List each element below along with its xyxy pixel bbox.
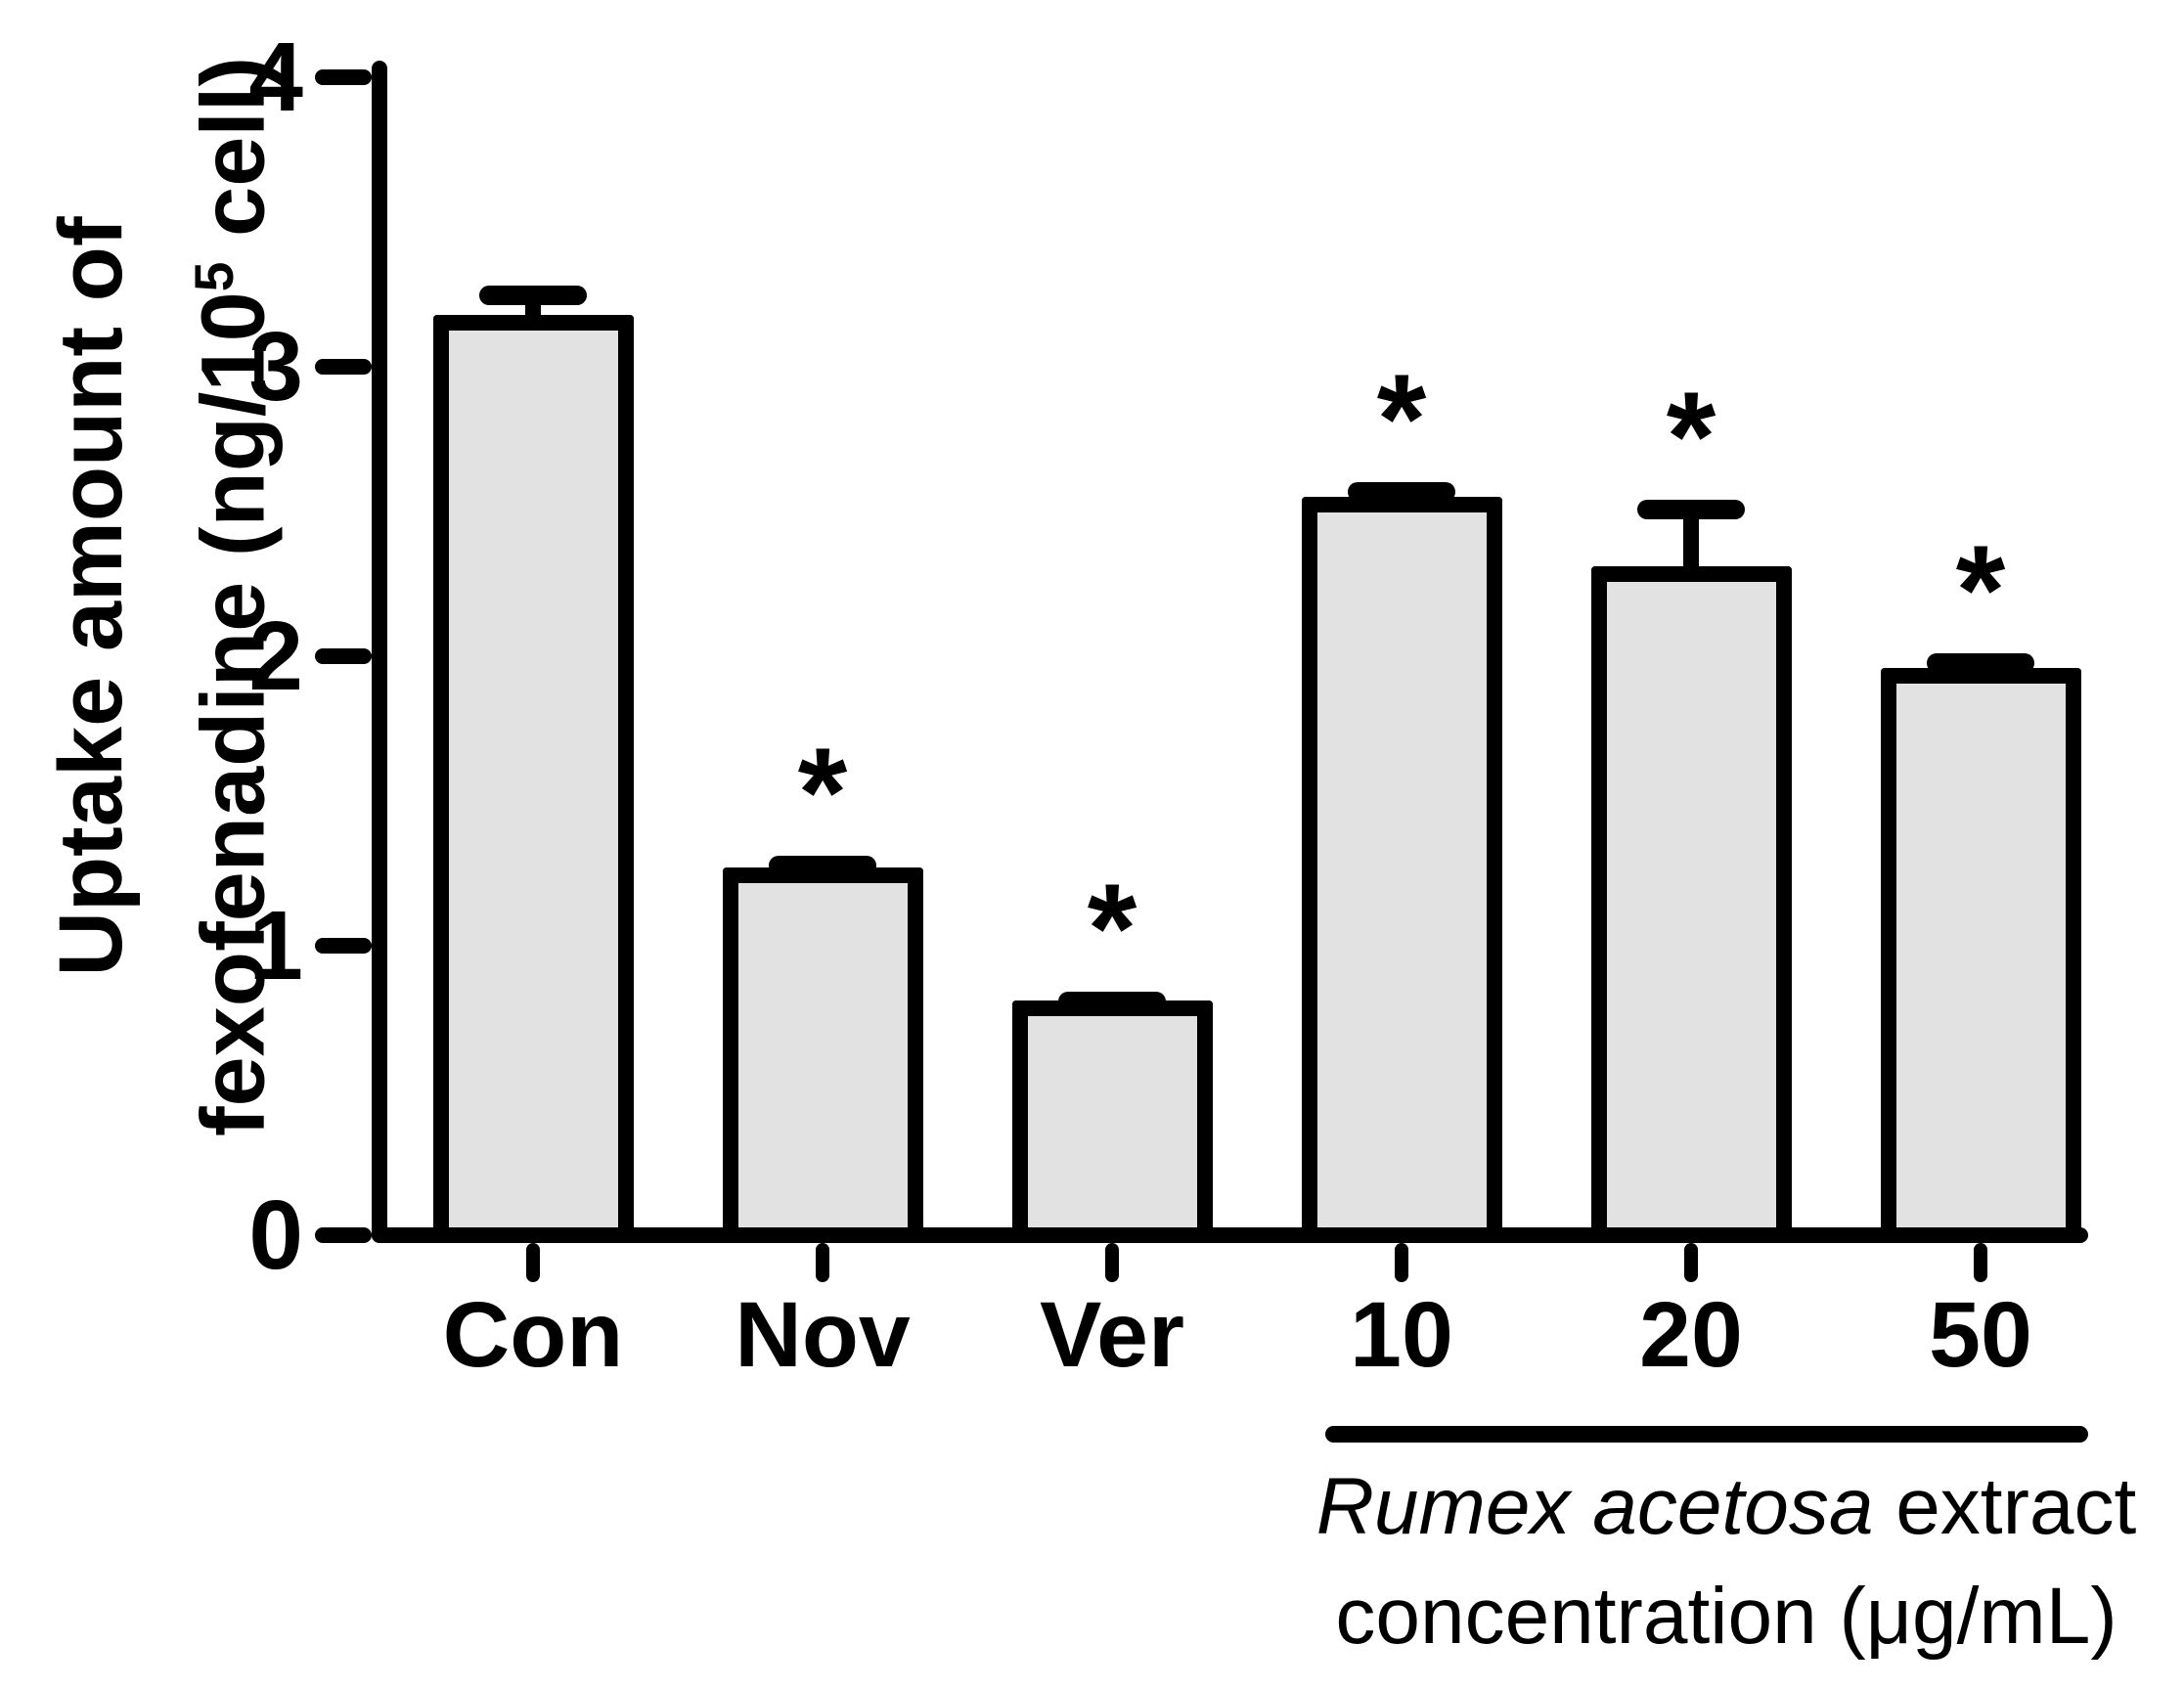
error-bar-stem-20: [1683, 510, 1699, 576]
group-annotation-line: [1325, 1426, 2088, 1443]
y-tick-label-2: 2: [248, 601, 303, 711]
y-tick-label-1: 1: [248, 891, 303, 1000]
x-tick-Ver: [1105, 1243, 1119, 1282]
x-category-label-Con: Con: [442, 1283, 624, 1387]
x-category-label-Ver: Ver: [1040, 1283, 1184, 1387]
x-tick-50: [1974, 1243, 1987, 1282]
x-category-label-Nov: Nov: [735, 1283, 911, 1387]
bar-Ver: [1011, 1000, 1213, 1227]
x-category-label-50: 50: [1929, 1283, 2032, 1387]
significance-asterisk-50: *: [1955, 518, 2006, 661]
bar-Con: [432, 315, 634, 1227]
significance-asterisk-20: *: [1666, 365, 1716, 508]
y-tick-3: [315, 359, 372, 375]
y-tick-0: [315, 1227, 372, 1243]
group-annotation-label-line1: Rumex acetosa extract: [1315, 1462, 2137, 1551]
error-bar-cap-Con: [479, 286, 587, 305]
x-tick-10: [1395, 1243, 1408, 1282]
y-tick-2: [315, 648, 372, 664]
species-name-italic: Rumex acetosa: [1315, 1462, 1874, 1551]
significance-asterisk-Ver: *: [1087, 857, 1137, 1000]
error-bar-cap-20: [1637, 500, 1745, 519]
bar-10: [1301, 497, 1502, 1227]
y-tick-label-3: 3: [248, 312, 303, 422]
bar-50: [1880, 668, 2081, 1227]
bar-Nov: [722, 867, 923, 1227]
x-axis-line: [372, 1227, 2088, 1243]
y-tick-1: [315, 938, 372, 954]
x-tick-20: [1684, 1243, 1698, 1282]
y-tick-label-0: 0: [248, 1180, 303, 1290]
significance-asterisk-10: *: [1376, 347, 1427, 490]
group-annotation-label-line2: concentration (μg/mL): [1335, 1572, 2117, 1661]
y-tick-label-4: 4: [248, 22, 303, 132]
y-tick-4: [315, 69, 372, 85]
x-category-label-20: 20: [1639, 1283, 1743, 1387]
x-tick-Nov: [816, 1243, 829, 1282]
x-tick-Con: [526, 1243, 540, 1282]
significance-asterisk-Nov: *: [797, 721, 848, 864]
y-axis-line: [372, 61, 387, 1243]
bar-20: [1590, 566, 1792, 1227]
x-category-label-10: 10: [1350, 1283, 1453, 1387]
